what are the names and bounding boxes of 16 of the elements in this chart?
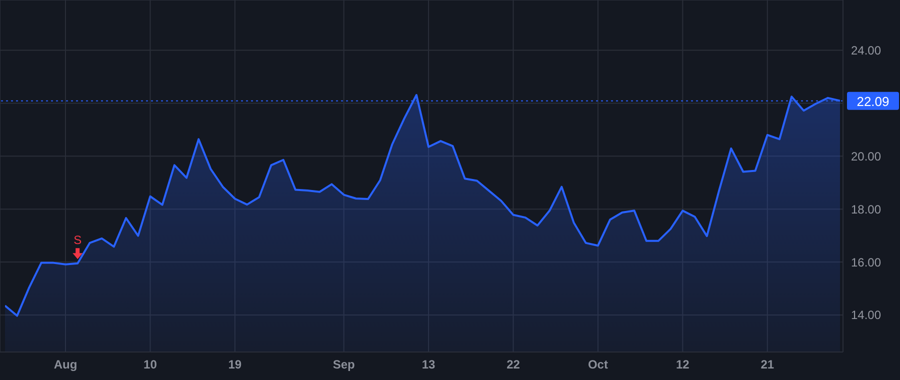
- y-tick-label: 14.00: [851, 308, 882, 322]
- x-tick-label: 21: [760, 358, 774, 372]
- y-tick-label: 24.00: [851, 44, 882, 58]
- x-tick-label: 12: [676, 358, 690, 372]
- x-tick-label: Aug: [54, 358, 78, 372]
- y-tick-label: 20.00: [851, 149, 882, 164]
- x-tick-label: 22: [506, 358, 520, 372]
- annotation: S: [74, 233, 82, 248]
- y-tick-label: 18.00: [851, 202, 882, 216]
- ref-line-label: 22.09: [856, 94, 890, 109]
- x-tick-label: Oct: [588, 358, 608, 372]
- y-tick-label: 16.00: [851, 255, 882, 270]
- x-tick-label: Sep: [332, 358, 355, 372]
- x-tick-label: 19: [228, 358, 242, 372]
- x-tick-label: 13: [422, 358, 436, 372]
- x-tick-label: 10: [144, 358, 158, 372]
